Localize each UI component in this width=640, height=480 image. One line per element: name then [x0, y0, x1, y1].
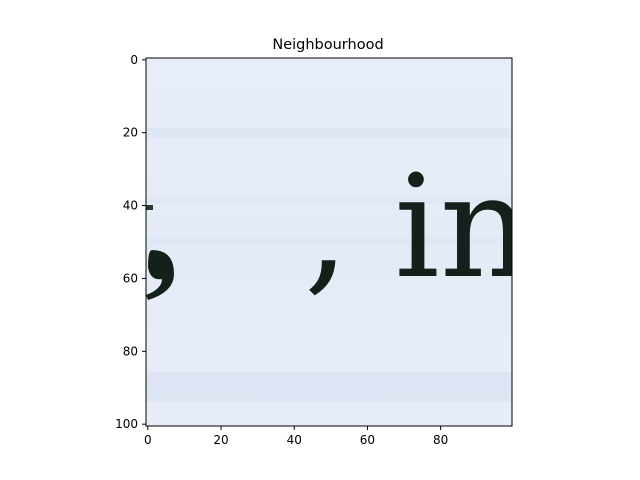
x-tick-label: 20 — [213, 433, 228, 447]
x-tick-label: 80 — [433, 433, 448, 447]
x-tick-label: 40 — [287, 433, 302, 447]
x-tick-label: 60 — [360, 433, 375, 447]
plot-area: , inf — [146, 58, 593, 426]
y-axis-ticks: 0 20 40 60 80 100 — [115, 53, 146, 431]
chart-title: Neighbourhood — [272, 37, 383, 53]
y-tick-label: 80 — [123, 344, 138, 358]
faint-text-band-top — [146, 128, 512, 138]
x-axis-ticks: 0 20 40 60 80 — [144, 426, 448, 447]
x-tick-label: 0 — [144, 433, 152, 447]
y-tick-label: 20 — [123, 126, 138, 140]
y-tick-label: 0 — [130, 53, 138, 67]
comma-glyph — [146, 250, 174, 300]
y-tick-label: 100 — [115, 417, 138, 431]
y-tick-label: 60 — [123, 271, 138, 285]
faint-text-band-middle — [146, 236, 512, 246]
faint-text-band-upper — [146, 196, 512, 204]
image-word-text: , inf — [304, 145, 593, 310]
y-tick-label: 40 — [123, 199, 138, 213]
faint-text-band-lower — [146, 372, 512, 402]
plot-frame — [145, 57, 513, 427]
image-background — [146, 58, 512, 426]
ink-mark-fragment — [146, 205, 153, 210]
